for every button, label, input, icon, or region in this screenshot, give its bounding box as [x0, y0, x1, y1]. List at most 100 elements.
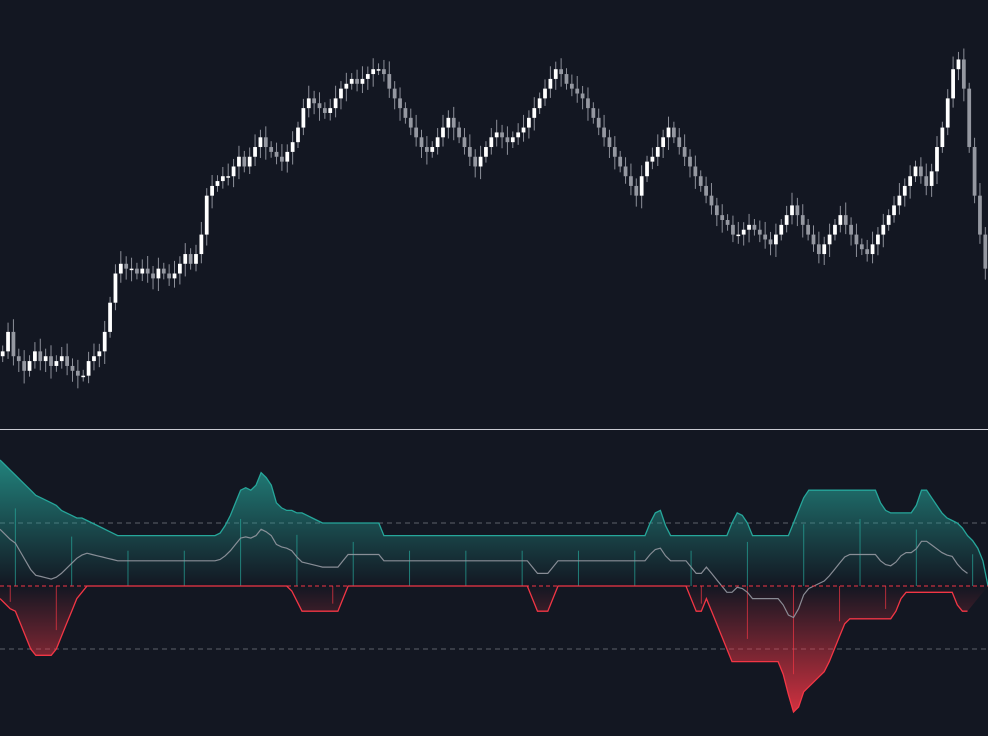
signal-line	[0, 528, 968, 619]
candle-down	[607, 137, 612, 148]
candle-down	[135, 268, 139, 274]
candle-up	[237, 156, 241, 167]
candle-down	[612, 147, 617, 157]
candle-up	[113, 273, 118, 303]
candle-up	[650, 156, 655, 162]
candle-up	[339, 88, 343, 99]
candle-down	[151, 273, 155, 279]
candle-down	[242, 156, 247, 167]
candle-up	[951, 69, 955, 99]
candle-up	[210, 185, 214, 196]
candle-up	[285, 151, 290, 162]
candle-up	[779, 224, 784, 235]
candle-up	[790, 205, 794, 216]
candle-down	[709, 195, 714, 206]
candle-down	[280, 156, 284, 162]
candle-up	[661, 137, 666, 148]
candle-down	[462, 137, 467, 148]
candle-down	[167, 273, 172, 279]
candle-down	[382, 69, 386, 75]
candle-down	[161, 268, 166, 274]
candle-up	[881, 224, 886, 235]
candle-down	[698, 176, 703, 186]
candle-down	[188, 254, 193, 264]
candle-up	[892, 205, 896, 216]
candle-down	[682, 147, 687, 157]
candle-up	[935, 147, 939, 172]
candle-down	[677, 137, 682, 148]
candle-up	[0, 351, 5, 357]
candle-up	[306, 98, 311, 109]
candle-up	[247, 156, 252, 167]
candle-down	[816, 244, 821, 255]
candle-down	[731, 224, 735, 235]
candle-down	[269, 147, 274, 152]
candle-up	[521, 127, 526, 133]
candle-down	[505, 137, 510, 143]
candle-up	[43, 356, 48, 362]
candle-up	[929, 171, 934, 186]
candle-up	[897, 195, 902, 206]
candle-up	[328, 108, 333, 113]
candle-down	[124, 263, 129, 269]
candle-up	[253, 147, 257, 157]
candle-up	[220, 176, 225, 182]
candle-up	[886, 215, 891, 225]
candle-down	[500, 132, 504, 138]
candle-up	[129, 268, 134, 271]
candle-down	[65, 356, 69, 366]
candle-up	[102, 331, 107, 352]
candle-up	[945, 98, 950, 128]
candle-down	[38, 351, 43, 362]
candle-up	[344, 83, 349, 89]
candle-up	[349, 78, 354, 84]
candle-up	[59, 356, 64, 362]
candle-down	[978, 195, 982, 235]
candle-up	[290, 142, 295, 152]
candle-up	[446, 117, 451, 128]
candle-up	[639, 176, 644, 196]
candle-up	[489, 137, 494, 148]
candle-up	[204, 195, 209, 235]
oscillator-pane[interactable]	[0, 459, 988, 714]
candle-up	[484, 147, 488, 157]
candle-down	[403, 108, 408, 118]
candle-up	[301, 108, 306, 128]
candle-down	[425, 147, 429, 152]
candle-down	[811, 234, 816, 245]
candle-down	[580, 93, 585, 99]
bull-area	[0, 460, 988, 586]
bear-area	[0, 586, 988, 712]
candle-up	[655, 147, 660, 157]
candle-down	[414, 127, 419, 138]
candle-up	[645, 161, 649, 177]
candle-down	[22, 361, 27, 371]
candle-down	[569, 83, 574, 89]
candle-down	[457, 127, 461, 138]
candle-up	[156, 268, 161, 279]
candle-down	[70, 365, 75, 371]
candle-down	[688, 156, 692, 167]
candle-up	[940, 127, 945, 148]
candle-down	[387, 74, 392, 89]
candle-up	[956, 59, 961, 70]
candle-down	[849, 224, 853, 235]
candle-up	[178, 263, 182, 274]
candle-up	[194, 254, 198, 264]
candle-down	[618, 156, 623, 167]
price-pane[interactable]	[0, 48, 988, 389]
candle-down	[355, 78, 359, 84]
candle-up	[548, 78, 553, 89]
candle-up	[510, 137, 515, 143]
candle-up	[838, 215, 843, 225]
candle-down	[473, 156, 478, 167]
candle-up	[537, 98, 542, 109]
candle-down	[49, 356, 53, 366]
candle-down	[768, 239, 773, 245]
candle-up	[86, 361, 91, 376]
candle-down	[398, 98, 402, 109]
candle-up	[27, 361, 32, 371]
candle-down	[795, 205, 800, 216]
candle-down	[586, 98, 590, 109]
